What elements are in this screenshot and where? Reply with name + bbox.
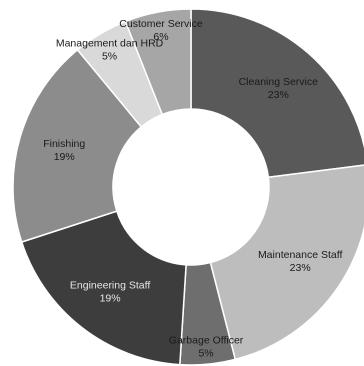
slice-label: Maintenance Staff 23%: [258, 249, 343, 274]
slice-label-name: Management dan HRD: [56, 37, 164, 49]
slice-maintenance-staff: [209, 164, 364, 361]
slice-label-name: Customer Service: [119, 18, 203, 30]
slice-label-name: Finishing: [43, 138, 85, 150]
slice-label: Garbage Officer 5%: [169, 334, 244, 359]
slice-label: Engineering Staff 19%: [70, 279, 150, 304]
slice-engineering-staff: [20, 210, 187, 366]
slice-label: Customer Service 6%: [119, 18, 203, 43]
slice-label-name: Maintenance Staff: [258, 249, 343, 261]
slice-label-percent: 23%: [268, 89, 289, 101]
slice-label-percent: 19%: [100, 292, 121, 304]
slice-label-percent: 5%: [102, 50, 117, 62]
slice-label-name: Garbage Officer: [169, 334, 244, 346]
slice-label-name: Cleaning Service: [239, 76, 319, 88]
slices-group: [12, 8, 364, 366]
slice-label-percent: 19%: [54, 151, 75, 163]
slice-label: Management dan HRD 5%: [56, 37, 164, 62]
slice-label: Finishing 19%: [43, 138, 85, 163]
slice-finishing: [12, 48, 143, 243]
slice-label-name: Engineering Staff: [70, 279, 150, 291]
slice-customer-service: [124, 8, 192, 116]
slice-label-percent: 6%: [153, 31, 168, 43]
slice-label-percent: 5%: [198, 347, 213, 359]
labels-group: Cleaning Service 23%Maintenance Staff 23%G…: [43, 18, 342, 359]
slice-label: Cleaning Service 23%: [239, 76, 319, 101]
slice-label-percent: 23%: [290, 262, 311, 274]
